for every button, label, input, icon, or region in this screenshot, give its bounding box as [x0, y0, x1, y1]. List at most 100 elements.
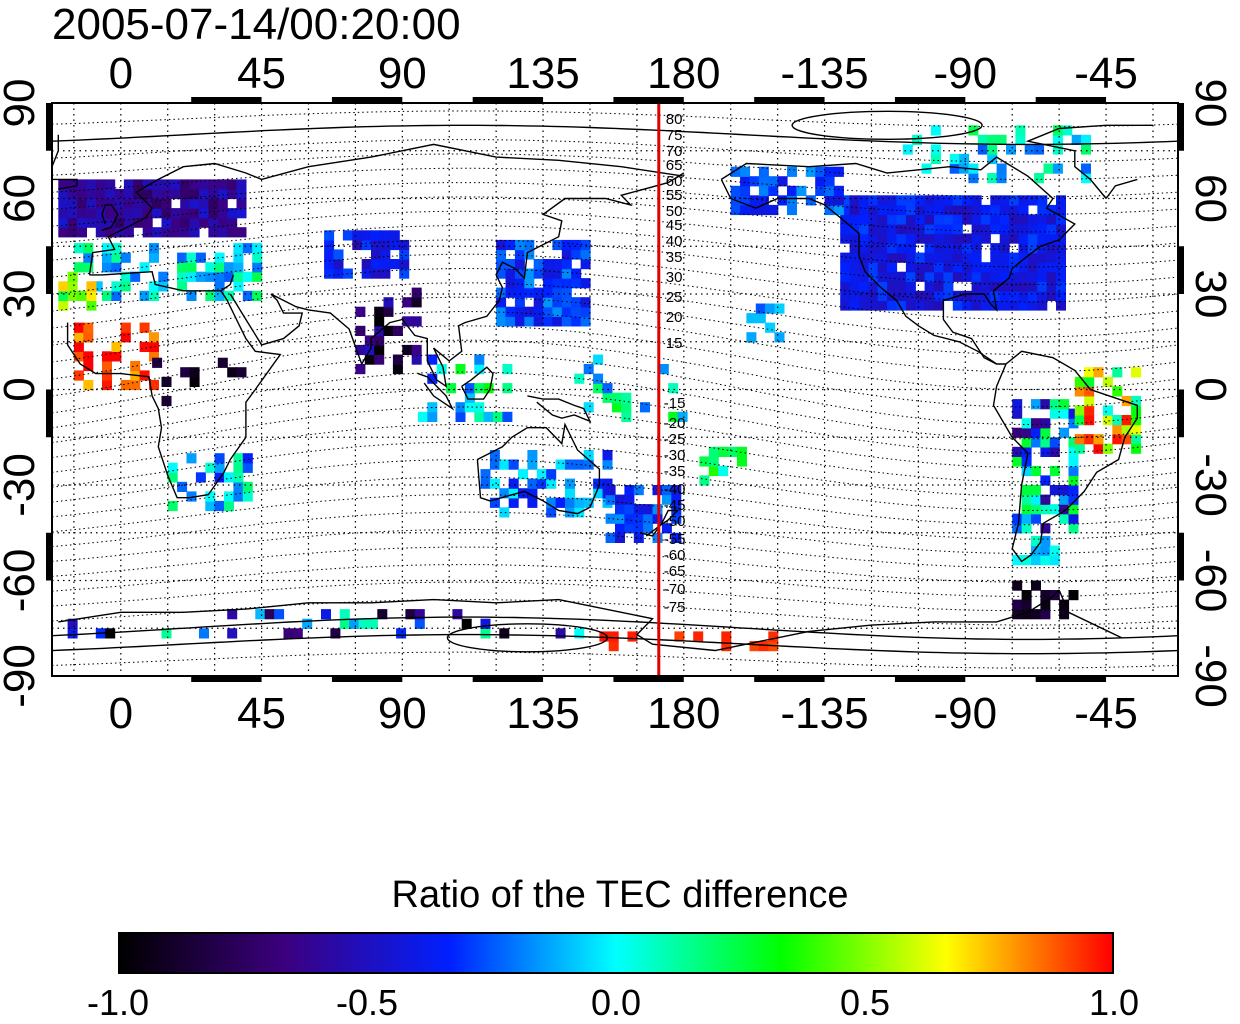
tec-cell: [561, 249, 572, 260]
tec-cell: [633, 513, 644, 524]
tec-cell: [199, 628, 209, 639]
tec-cell: [868, 224, 879, 235]
tec-cell: [949, 153, 960, 165]
tec-cell: [1018, 300, 1029, 311]
tec-cell: [505, 278, 516, 289]
tec-cell: [1040, 523, 1051, 534]
tec-cell: [1046, 224, 1057, 235]
tec-cell: [233, 472, 244, 483]
tec-cell: [999, 224, 1010, 235]
tec-cell: [633, 532, 644, 543]
tec-cell: [217, 208, 228, 219]
tec-cell: [233, 491, 244, 502]
tec-cell: [1012, 513, 1023, 524]
tec-cell: [671, 532, 682, 543]
tec-cell: [252, 252, 263, 263]
tec-cell: [552, 297, 563, 308]
tec-cell: [217, 188, 228, 200]
tec-cell: [905, 195, 916, 206]
tec-cell: [962, 290, 973, 301]
tec-cell: [877, 290, 888, 301]
tec-cell: [149, 332, 159, 343]
tec-cell: [868, 300, 879, 311]
tec-cell: [990, 290, 1001, 301]
tec-cell: [934, 271, 944, 282]
tec-cell: [1056, 214, 1066, 225]
tec-cell: [1068, 408, 1079, 419]
mag-lat-contour: [51, 633, 1179, 655]
tec-cell: [924, 290, 935, 301]
bottom-tick-bar: [472, 676, 544, 682]
mag-lat-contour: [51, 167, 1179, 198]
tec-cell: [374, 306, 385, 317]
tec-cell: [1021, 555, 1032, 566]
tec-cell: [1021, 437, 1032, 448]
tec-cell: [633, 523, 644, 534]
tec-cell: [915, 214, 926, 225]
tec-cell: [977, 144, 988, 155]
tec-cell: [111, 351, 122, 362]
tec-cell: [980, 233, 991, 244]
tec-cell: [877, 300, 888, 311]
map-frame: [46, 97, 1184, 682]
tec-cell: [142, 227, 153, 238]
tec-cell: [930, 125, 941, 136]
tec-cell: [95, 217, 106, 228]
tec-cell: [602, 450, 613, 461]
bottom-tick-bar: [754, 676, 825, 682]
tec-cell: [661, 494, 672, 505]
coastline-path: [720, 156, 1076, 365]
tec-cell: [1037, 195, 1048, 206]
tec-cell: [668, 383, 679, 394]
tec-cell: [58, 188, 69, 200]
coastline-path: [417, 372, 455, 411]
tec-cell: [1012, 408, 1023, 419]
tec-cell: [952, 243, 963, 254]
left-tick-bar: [46, 389, 52, 438]
tec-cell: [333, 259, 344, 270]
tec-cell: [833, 195, 844, 206]
tec-cell: [402, 297, 413, 308]
tec-cell: [543, 316, 554, 327]
tec-cell: [571, 316, 582, 327]
bottom-tick-bar: [191, 676, 262, 682]
tec-cell: [199, 179, 209, 190]
tec-cell: [1068, 590, 1079, 601]
tec-cell: [924, 281, 935, 292]
tec-cell: [105, 179, 116, 190]
tec-data-patches: [58, 125, 1142, 652]
tec-cell: [952, 214, 963, 225]
tec-cell: [1131, 443, 1142, 454]
tec-cell: [411, 354, 422, 365]
tec-cell: [552, 316, 563, 327]
tec-cell: [102, 370, 112, 381]
tec-cell: [1046, 214, 1057, 225]
tec-cell: [962, 214, 973, 225]
y-tick-label-left: 60: [0, 174, 44, 223]
tec-cell: [1021, 609, 1032, 620]
tec-cell: [208, 227, 219, 238]
y-tick-label-left: 30: [0, 270, 44, 319]
tec-cell: [561, 259, 572, 270]
tec-cell: [133, 217, 144, 228]
tec-cell: [840, 290, 851, 301]
tec-cell: [962, 262, 973, 273]
tec-cell: [77, 290, 87, 301]
tec-cell: [849, 262, 860, 273]
tec-cell: [1084, 415, 1095, 426]
tec-cell: [67, 618, 78, 629]
tec-cell: [1121, 434, 1132, 445]
tec-cell: [205, 271, 216, 282]
y-tick-label-left: 90: [0, 79, 44, 128]
mag-lat-contour: [51, 210, 1179, 250]
tec-cell: [149, 351, 159, 362]
tec-cell: [524, 287, 535, 298]
tec-cell: [352, 230, 363, 241]
tec-cell: [924, 300, 935, 311]
tec-cell: [177, 252, 188, 263]
tec-cell: [868, 195, 879, 206]
tec-cell: [508, 488, 519, 499]
tec-cell: [399, 268, 410, 279]
tec-cell: [934, 281, 944, 292]
tec-cell: [1012, 446, 1023, 457]
